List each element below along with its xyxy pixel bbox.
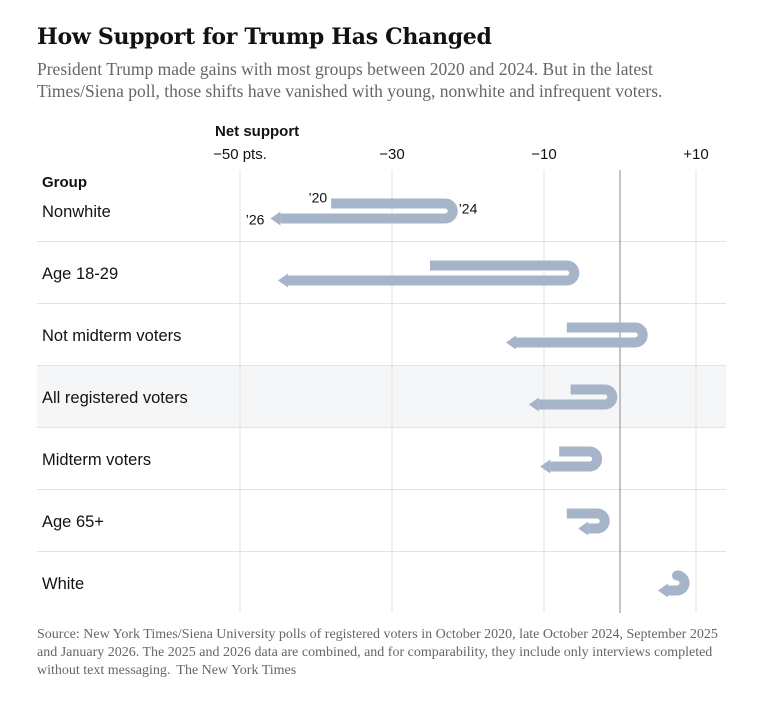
trend-arrow-path: [550, 446, 603, 472]
chart-title: How Support for Trump Has Changed: [37, 24, 492, 50]
trend-arrow-head: [658, 583, 668, 598]
trend-arrow-head: [278, 273, 288, 288]
trend-arrow-path: [516, 322, 648, 348]
year-label-2026: ’26: [246, 212, 265, 228]
credit-text: The New York Times: [176, 663, 297, 678]
year-label-2024: ’24: [459, 201, 478, 217]
group-header: Group: [42, 174, 87, 191]
trend-arrow-head: [540, 459, 551, 474]
x-tick-label: −10: [531, 146, 556, 163]
trend-arrow-path: [280, 198, 458, 224]
row-label: Age 65+: [42, 513, 104, 531]
row-label: Not midterm voters: [42, 327, 181, 345]
trend-arrow-head: [506, 335, 516, 350]
axis-title: Net support: [215, 123, 299, 140]
row-label: White: [42, 575, 84, 593]
trend-arrow-head: [270, 211, 281, 226]
x-tick-label: +10: [683, 146, 708, 163]
source-note: Source: New York Times/Siena University …: [37, 626, 737, 680]
x-tick-label: −50 pts.: [213, 146, 267, 163]
row-label: Nonwhite: [42, 203, 111, 221]
trend-arrow-head: [528, 397, 539, 412]
x-tick-label: −30: [379, 146, 404, 163]
chart-subtitle: President Trump made gains with most gro…: [37, 59, 663, 101]
row-label: Age 18-29: [42, 265, 118, 283]
arrow-chart: Net support −50 pts. −30 −10 +10 Group Nonwhit…: [37, 123, 726, 613]
trend-arrow-path: [538, 384, 618, 410]
year-label-2020: ’20: [309, 190, 328, 206]
trend-arrow-path: [566, 508, 610, 534]
trend-arrow-head: [578, 521, 589, 536]
row-label: Midterm voters: [42, 451, 151, 469]
row-label: All registered voters: [42, 389, 188, 407]
trend-arrow-path: [288, 260, 580, 286]
source-text: Source: New York Times/Siena University …: [37, 627, 718, 678]
trend-arrow-path: [668, 570, 690, 596]
